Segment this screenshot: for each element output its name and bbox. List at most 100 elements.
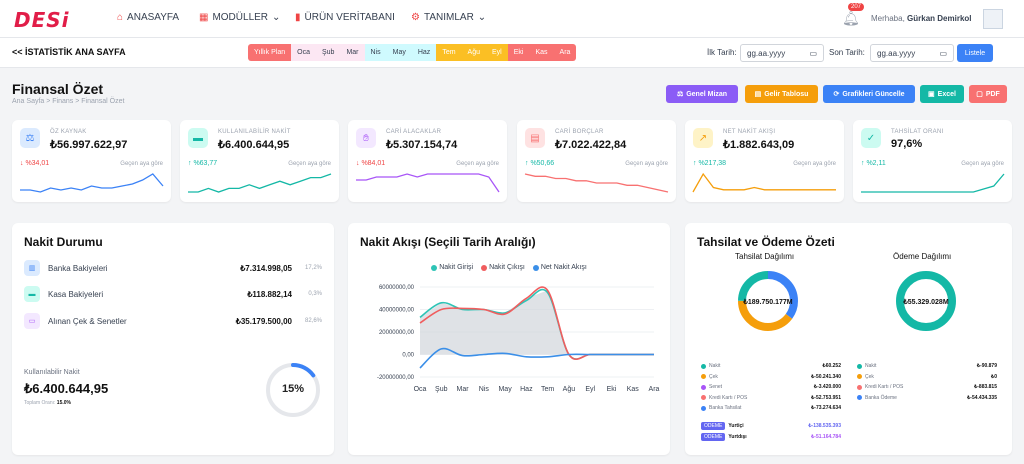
stats-home-link[interactable]: << İSTATİSTİK ANA SAYFA	[12, 47, 126, 57]
donut-slice	[896, 271, 956, 331]
pdf-button[interactable]: ▢ PDF	[969, 85, 1007, 103]
calendar-icon[interactable]: ▭	[809, 48, 817, 58]
month-button[interactable]: Yıllık Plan	[248, 44, 292, 61]
month-button[interactable]: Mar	[340, 44, 365, 61]
legend-dot	[857, 363, 862, 369]
top-navbar: DESi ⌂ ANASAYFA ▦ MODÜLLER ⌄ ▮ ÜRÜN VERİTABA…	[0, 0, 1024, 38]
end-date-input[interactable]: gg.aa.yyyy ▭	[870, 44, 954, 62]
kpi-change: ↑ %2,11	[861, 160, 886, 167]
gauge-value: 15%	[281, 383, 305, 395]
payment-total: ₺55.329.028M	[903, 299, 949, 306]
month-button[interactable]: Eki	[507, 44, 530, 61]
legend-item[interactable]: Net Nakit Akışı	[532, 264, 587, 271]
month-button[interactable]: Haz	[411, 44, 437, 61]
nav-home[interactable]: ⌂ ANASAYFA	[117, 12, 179, 23]
month-button[interactable]: Ağu	[461, 44, 487, 61]
item-label: Senet	[709, 384, 723, 390]
logo[interactable]: DESi	[14, 8, 70, 32]
legend-item[interactable]: Nakit Çıkışı	[481, 264, 525, 271]
x-tick-label: Eyl	[585, 386, 595, 393]
legend-dot	[431, 264, 438, 271]
domestic-label: Yurtiçi	[728, 423, 744, 429]
sparkline	[861, 173, 1005, 193]
kpi-compare: Geçen aya göre	[456, 161, 499, 167]
cash-icon: ▬	[188, 128, 208, 148]
available-cash-value: ₺6.400.644,95	[24, 381, 109, 396]
refresh-charts-button[interactable]: ⟳ Grafikleri Güncelle	[823, 85, 915, 103]
legend-dot	[701, 384, 706, 390]
nav-definitions[interactable]: ⚙ TANIMLAR ⌄	[411, 12, 486, 23]
legend-dot	[701, 395, 706, 400]
legend-item[interactable]: Nakit Girişi	[431, 264, 473, 271]
sparkline	[20, 173, 164, 193]
avatar[interactable]	[983, 9, 1003, 29]
calendar-icon[interactable]: ▭	[939, 48, 947, 58]
list-item: Çek ₺0	[857, 374, 997, 380]
nav-products[interactable]: ▮ ÜRÜN VERİTABANI	[295, 12, 395, 23]
item-label: Banka Tahsilat	[709, 405, 742, 411]
filter-bar: << İSTATİSTİK ANA SAYFA Yıllık Plan Oca Şu…	[0, 38, 1024, 68]
month-button[interactable]: Eyl	[486, 44, 508, 61]
month-button[interactable]: Şub	[315, 44, 341, 61]
kpi-compare: Geçen aya göre	[288, 161, 331, 167]
start-date-input[interactable]: gg.aa.yyyy ▭	[740, 44, 824, 62]
kpi-change: ↑ %63,77	[188, 160, 218, 167]
month-button[interactable]: Oca	[291, 44, 316, 61]
x-tick-label: Nis	[479, 386, 490, 393]
user-greeting[interactable]: Merhaba, Gürkan Demirkol	[871, 14, 972, 23]
month-button[interactable]: Tem	[436, 44, 462, 61]
domestic-tag: ODEME	[701, 422, 726, 430]
archive-icon: ▮	[295, 12, 301, 23]
list-button[interactable]: Listele	[957, 44, 993, 62]
bell-icon[interactable]: 🔔︎	[842, 10, 860, 26]
month-button[interactable]: Ara	[553, 44, 577, 61]
available-cash-label: Kullanılabilir Nakit	[24, 369, 80, 376]
foreign-label: Yurtdışı	[728, 434, 747, 440]
general-ledger-button[interactable]: ⚖ Genel Mizan	[666, 85, 738, 103]
month-button[interactable]: May	[386, 44, 412, 61]
item-value: ₺-3.420.000	[813, 384, 841, 390]
month-button[interactable]: Kas	[529, 44, 554, 61]
greeting-text: Merhaba,	[871, 14, 905, 23]
kpi-value: ₺1.882.643,09	[723, 139, 795, 151]
legend-dot	[701, 405, 706, 411]
income-statement-button[interactable]: ▤ Gelir Tablosu	[745, 85, 818, 103]
scale-icon: ⚖	[20, 128, 40, 148]
x-tick-label: Şub	[435, 386, 448, 393]
row-value: ₺118.882,14	[247, 289, 292, 299]
nav-definitions-label: TANIMLAR	[423, 12, 474, 23]
item-label: Kredi Kartı / POS	[709, 394, 748, 401]
collection-donut	[738, 271, 798, 331]
row-label: Alınan Çek & Senetler	[48, 316, 127, 326]
sparkline	[692, 172, 836, 193]
legend-label: Net Nakit Akışı	[540, 264, 587, 271]
excel-button[interactable]: ▣ Excel	[920, 85, 964, 103]
kpi-change: ↓ %84,01	[356, 160, 386, 167]
kpi-change: ↓ %34,01	[20, 160, 50, 167]
nav-modules[interactable]: ▦ MODÜLLER ⌄	[199, 12, 280, 23]
row-value: ₺7.314.998,05	[240, 263, 292, 273]
sparkline	[188, 173, 332, 193]
collections-title: Tahsilat ve Ödeme Özeti	[697, 235, 835, 249]
sparkline-path	[524, 173, 669, 193]
cash-flow-title: Nakit Akışı (Seçili Tarih Aralığı)	[360, 235, 536, 249]
kpi-card: ✓ TAHSİLAT ORANI 97,6% ↑ %2,11 Geçen aya gör…	[853, 120, 1012, 202]
x-tick-label: Mar	[457, 386, 470, 393]
chevron-down-icon: ⌄	[477, 12, 487, 23]
item-value: ₺-73.274.634	[811, 405, 841, 411]
donut-slice	[738, 271, 798, 331]
bank-icon: ▥	[24, 260, 40, 276]
income-statement-label: Gelir Tablosu	[764, 90, 809, 98]
row-label: Kasa Bakiyeleri	[48, 289, 104, 299]
y-tick-label: 20000000,00	[379, 330, 415, 336]
legend-dot	[701, 363, 706, 369]
row-value: ₺35.179.500,00	[235, 316, 292, 326]
series-line-2	[419, 347, 654, 369]
nav-home-label: ANASAYFA	[127, 12, 180, 23]
sparkline-path	[188, 173, 332, 193]
list-item: Çek ₺-50.241.340	[701, 374, 841, 380]
legend-label: Nakit Çıkışı	[489, 264, 525, 271]
month-button[interactable]: Nis	[364, 44, 387, 61]
y-tick-label: 0,00	[402, 353, 414, 359]
chevron-down-icon: ⌄	[272, 12, 281, 23]
